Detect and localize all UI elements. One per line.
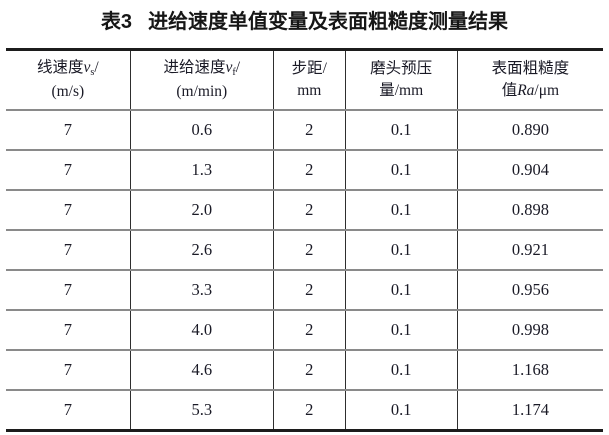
- table-cell: 0.1: [344, 390, 458, 431]
- table-row: 7 2.0 2 0.1 0.898: [6, 190, 603, 231]
- table-row: 7 1.3 2 0.1 0.904: [6, 150, 603, 191]
- table-cell: 7: [6, 350, 131, 391]
- table-row: 7 0.6 2 0.1 0.890: [6, 110, 603, 151]
- table-number: 表3: [100, 11, 133, 33]
- table-cell: 7: [6, 270, 131, 311]
- table-cell: 1.168: [456, 350, 603, 391]
- table-cell: 0.1: [344, 150, 458, 191]
- table-cell: 2: [272, 350, 346, 391]
- table-cell: 0.1: [344, 230, 458, 271]
- column-header-surface-roughness: 表面粗糙度 值Ra/μm: [456, 49, 603, 111]
- table-cell: 1.174: [456, 390, 603, 431]
- table-cell: 0.904: [456, 150, 603, 191]
- table-cell: 7: [6, 190, 131, 231]
- table-title-text: 进给速度单值变量及表面粗糙度测量结果: [148, 11, 509, 33]
- table-cell: 2: [272, 390, 346, 431]
- table-cell: 7: [6, 150, 131, 191]
- table-cell: 0.1: [344, 350, 458, 391]
- table-cell: 5.3: [129, 390, 274, 431]
- table-cell: 2: [272, 110, 346, 151]
- table-cell: 7: [63, 400, 72, 419]
- table-cell: 2: [272, 310, 346, 351]
- column-header-step-distance: 步距/mm: [272, 49, 346, 111]
- table-cell: 4.0: [129, 310, 274, 351]
- table-title: 表3 进给速度单值变量及表面粗糙度测量结果: [0, 9, 609, 35]
- table-cell: 0.1: [344, 110, 458, 151]
- table-cell: 0.1: [344, 190, 458, 231]
- table-cell: 3.3: [129, 270, 274, 311]
- table-cell: 7: [6, 310, 131, 351]
- column-header-line-speed: 线速度vs/(m/s): [6, 49, 131, 111]
- column-header-head-precompression: 磨头预压 量/mm: [344, 49, 458, 111]
- table-cell: 0.956: [456, 270, 603, 311]
- table-cell: 2.6: [129, 230, 274, 271]
- table-cell: 2: [272, 270, 346, 311]
- table-cell: 2.0: [129, 190, 274, 231]
- table-cell: 0.1: [344, 270, 458, 311]
- table-cell: 0.921: [456, 230, 603, 271]
- table-cell: 2: [272, 230, 346, 271]
- table-cell: 0.898: [456, 190, 603, 231]
- table-cell: 0.890: [456, 110, 603, 151]
- table-row: 7 5.3 2 0.1 1.174: [6, 390, 603, 431]
- table-row: 7 2.6 2 0.1 0.921: [6, 230, 603, 271]
- table-row: 7 4.6 2 0.1 1.168: [6, 350, 603, 391]
- paper-table-page: 表3 进给速度单值变量及表面粗糙度测量结果 线速度vs/(m/s) 进给速度vf/(…: [0, 9, 609, 435]
- table-row: 7 3.3 2 0.1 0.956: [6, 270, 603, 311]
- table-cell: 7: [6, 230, 131, 271]
- table-cell: 0.1: [344, 310, 458, 351]
- header-row: 线速度vs/(m/s) 进给速度vf/(m/min) 步距/mm 磨头预压 量/mm 表面…: [6, 49, 603, 111]
- table-row: 7 4.0 2 0.1 0.998: [6, 310, 603, 351]
- table-cell: 4.6: [129, 350, 274, 391]
- table-cell: 1.3: [129, 150, 274, 191]
- table-cell: 0.998: [456, 310, 603, 351]
- results-table: 线速度vs/(m/s) 进给速度vf/(m/min) 步距/mm 磨头预压 量/mm 表面…: [6, 48, 603, 432]
- column-header-feed-speed: 进给速度vf/(m/min): [129, 49, 274, 111]
- table-cell: 2: [272, 190, 346, 231]
- table-cell: 0.6: [129, 110, 274, 151]
- table-cell: 7: [6, 110, 131, 151]
- table-cell: 2: [272, 150, 346, 191]
